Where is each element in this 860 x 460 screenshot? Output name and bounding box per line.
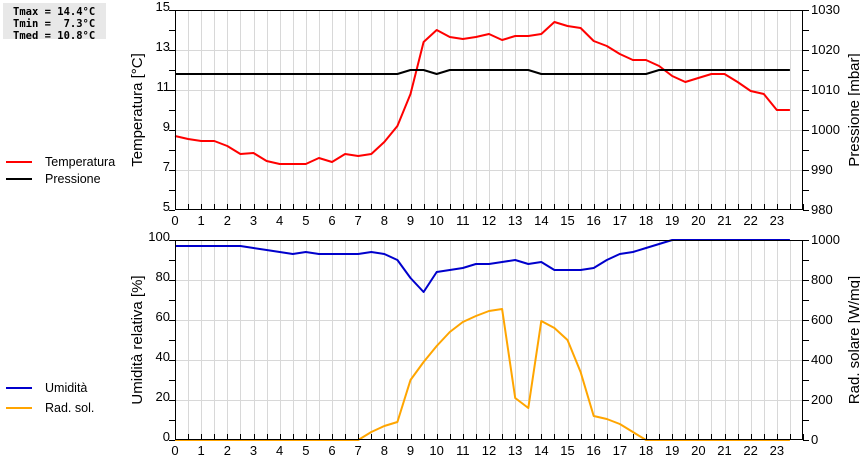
- x-tick-label: 13: [508, 213, 522, 228]
- y-tick-label: 20: [156, 389, 170, 404]
- x-tick-label: 15: [560, 213, 574, 228]
- x-tick-label: 2: [224, 213, 231, 228]
- y-tick-label: 11: [157, 79, 171, 94]
- y-tick-label: 0: [163, 429, 170, 444]
- x-tick-label: 0: [171, 213, 178, 228]
- x-tick-label: 18: [639, 213, 653, 228]
- legend-item-umidita: Umidità: [6, 377, 94, 399]
- x-tick-label: 10: [429, 213, 443, 228]
- x-tick-label: 17: [613, 213, 627, 228]
- temperatura-swatch: [6, 160, 32, 163]
- x-tick-label: 0: [171, 443, 178, 458]
- y-tick-label: 7: [163, 159, 170, 174]
- x-tick-label: 3: [250, 213, 257, 228]
- x-tick-label: 4: [276, 213, 283, 228]
- x-tick-label: 11: [456, 443, 470, 458]
- x-tick-label: 4: [276, 443, 283, 458]
- tmed-text: Tmed = 10.8°C: [13, 30, 96, 42]
- y2-tick-label: 990: [811, 162, 833, 177]
- legend-item-pressione: Pressione: [6, 170, 115, 187]
- pressione-line: [175, 69, 790, 75]
- x-tick-label: 20: [691, 213, 705, 228]
- x-tick-label: 8: [381, 213, 388, 228]
- x-tick-label: 14: [534, 443, 548, 458]
- tmax-text: Tmax = 14.4°C: [13, 6, 96, 18]
- y-tick-label: 5: [163, 199, 170, 214]
- x-tick-label: 16: [586, 213, 600, 228]
- legend-bottom: Umidità Rad. sol.: [6, 377, 94, 416]
- y2-tick-label: 200: [811, 392, 833, 407]
- x-tick-label: 23: [770, 213, 784, 228]
- y2-tick-label: 1010: [811, 82, 840, 97]
- y2-tick-label: 0: [811, 432, 818, 447]
- y-tick-label: 13: [156, 39, 170, 54]
- umidita-swatch: [6, 387, 32, 389]
- y-tick-label: 80: [156, 269, 170, 284]
- y-tick-label: 100: [148, 229, 170, 244]
- y2-tick-label: 1030: [811, 2, 840, 17]
- y2-tick-label: 600: [811, 312, 833, 327]
- x-tick-label: 1: [198, 443, 205, 458]
- tmin-text: Tmin = 7.3°C: [13, 18, 96, 30]
- y-tick-label: 60: [156, 309, 170, 324]
- humidity-radiation-chart: 0 1 2 3 4 5 6 7 8 9 10 11 12 13 14 15 16 17 18 19 20 21 22 2302…: [129, 229, 860, 458]
- legend-item-temperatura: Temperatura: [6, 153, 115, 170]
- x-tick-label: 6: [328, 213, 335, 228]
- legend-label: Temperatura: [45, 154, 116, 169]
- x-tick-label: 7: [355, 213, 362, 228]
- y-tick-label: 9: [163, 119, 170, 134]
- x-tick-label: 6: [328, 443, 335, 458]
- legend-label: Pressione: [45, 171, 101, 186]
- rad-sol-swatch: [6, 406, 32, 409]
- x-tick-label: 22: [743, 443, 757, 458]
- x-tick-label: 9: [407, 213, 414, 228]
- y2-tick-label: 400: [811, 352, 833, 367]
- x-tick-label: 17: [613, 443, 627, 458]
- temperature-pressure-chart: 0 1 2 3 4 5 6 7 8 9 10 11 12 13 14 15 16 17 18 19 20 21 22 2357…: [129, 0, 860, 228]
- x-tick-label: 22: [743, 213, 757, 228]
- y2-axis-title: Pressione [mbar]: [846, 53, 860, 166]
- x-tick-label: 11: [456, 213, 470, 228]
- legend-label: Umidità: [45, 381, 88, 395]
- x-tick-label: 20: [691, 443, 705, 458]
- x-tick-label: 18: [639, 443, 653, 458]
- legend-item-rad-sol: Rad. sol.: [6, 399, 94, 416]
- x-tick-label: 23: [770, 443, 784, 458]
- y2-tick-label: 800: [811, 272, 833, 287]
- y2-tick-label: 1020: [811, 42, 840, 57]
- x-tick-label: 12: [482, 213, 496, 228]
- x-tick-label: 16: [586, 443, 600, 458]
- x-tick-label: 21: [717, 443, 731, 458]
- x-tick-label: 2: [224, 443, 231, 458]
- y-axis-title: Temperatura [°C]: [129, 53, 146, 167]
- x-tick-label: 10: [429, 443, 443, 458]
- x-tick-label: 3: [250, 443, 257, 458]
- legend-label: Rad. sol.: [45, 400, 95, 415]
- y2-axis-title: Rad. solare [W/mq]: [846, 276, 860, 404]
- x-tick-label: 21: [717, 213, 731, 228]
- x-tick-label: 19: [665, 213, 679, 228]
- x-tick-label: 19: [665, 443, 679, 458]
- legend-top: Temperatura Pressione: [6, 153, 115, 187]
- temperatura-line: [174, 21, 790, 165]
- y2-tick-label: 980: [811, 202, 833, 217]
- pressione-swatch: [6, 177, 32, 180]
- y2-tick-label: 1000: [811, 122, 840, 137]
- x-tick-label: 12: [482, 443, 496, 458]
- x-tick-label: 14: [534, 213, 548, 228]
- x-tick-label: 9: [407, 443, 414, 458]
- y-axis-title: Umidità relativa [%]: [129, 275, 146, 404]
- y-tick-label: 40: [156, 349, 170, 364]
- x-tick-label: 5: [302, 443, 309, 458]
- y2-tick-label: 1000: [811, 232, 840, 247]
- x-tick-label: 15: [560, 443, 574, 458]
- x-tick-label: 7: [355, 443, 362, 458]
- stats-box: Tmax = 14.4°C Tmin = 7.3°C Tmed = 10.8°C: [3, 3, 106, 42]
- x-tick-label: 13: [508, 443, 522, 458]
- y-tick-label: 15: [156, 0, 170, 14]
- x-tick-label: 8: [381, 443, 388, 458]
- x-tick-label: 1: [198, 213, 205, 228]
- x-tick-label: 5: [302, 213, 309, 228]
